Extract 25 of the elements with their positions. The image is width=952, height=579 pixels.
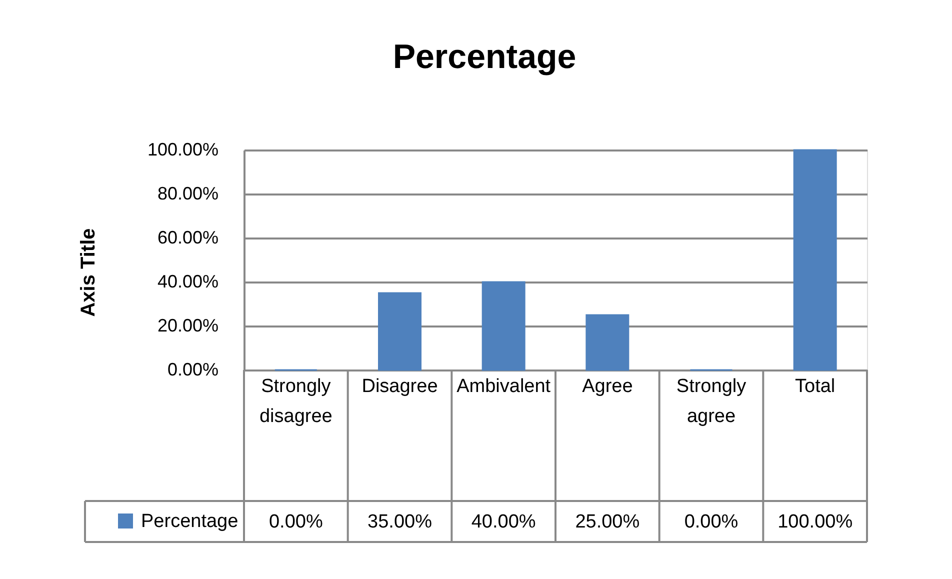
x-tick-label: Strongly disagree [259, 376, 332, 427]
data-label: 0.00% [268, 512, 323, 532]
y-tick-label: 20.00% [157, 316, 218, 336]
bar [586, 314, 630, 371]
data-label: 25.00% [575, 512, 640, 532]
bar [378, 292, 422, 371]
bar [482, 281, 526, 371]
y-tick-label: 0.00% [167, 360, 218, 380]
x-tick-label: Disagree [362, 376, 438, 397]
y-tick-label: 40.00% [157, 272, 218, 292]
x-tick-label: Agree [582, 376, 633, 397]
x-tick-label: Total [795, 376, 836, 397]
chart-title: Percentage [392, 38, 576, 76]
data-label: 40.00% [471, 512, 536, 532]
y-tick-label: 60.00% [157, 228, 218, 248]
y-tick-label: 100.00% [147, 140, 218, 160]
y-axis-title: Axis Title [78, 228, 100, 317]
legend-label: Percentage [141, 511, 238, 532]
data-label: 0.00% [684, 512, 738, 532]
x-tick-label: Strongly agree [676, 376, 747, 427]
x-tick-label: Ambivalent [456, 376, 552, 397]
y-tick-label: 80.00% [157, 184, 218, 204]
bar [793, 149, 837, 371]
data-label: 35.00% [368, 512, 432, 532]
data-label: 100.00% [778, 512, 853, 532]
